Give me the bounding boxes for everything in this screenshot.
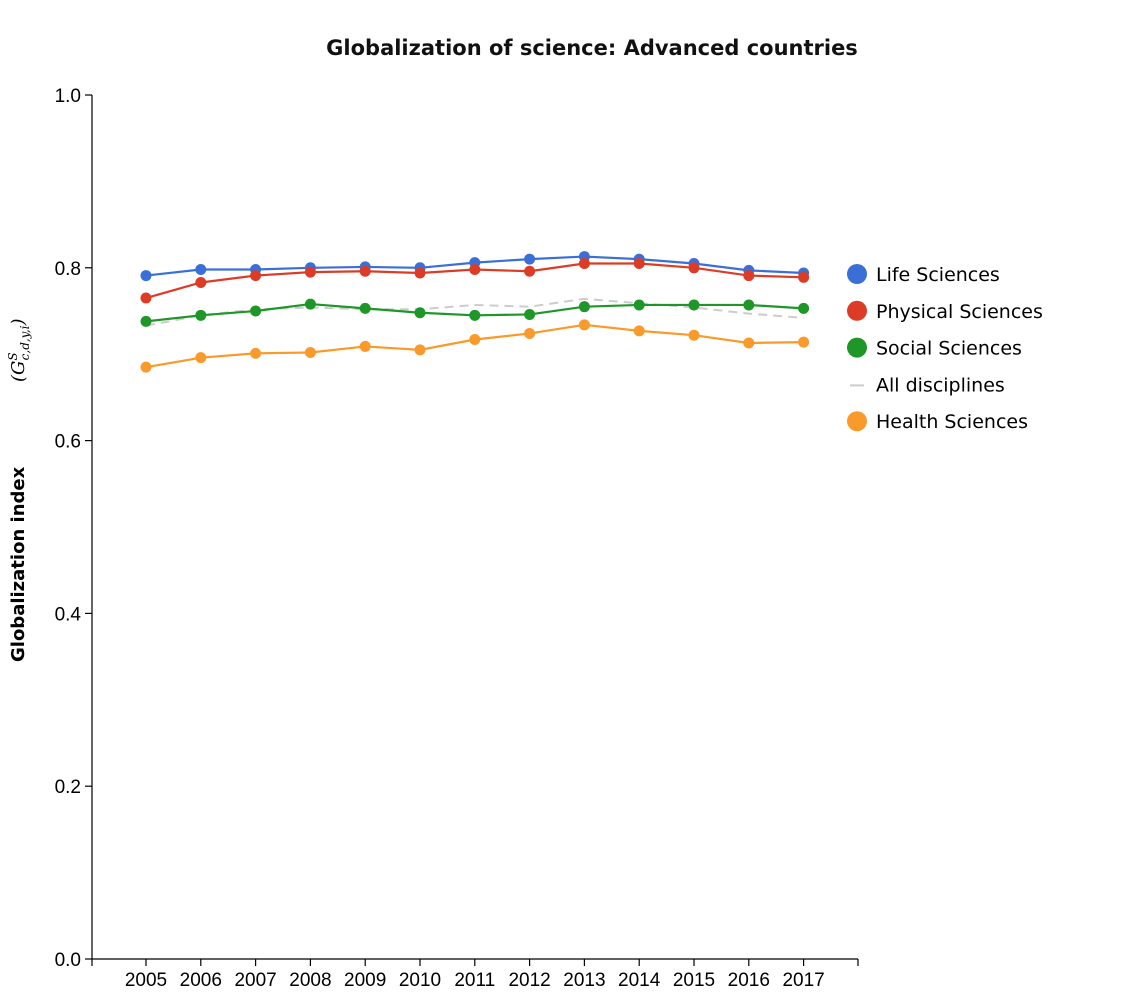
- legend-swatch: [847, 337, 867, 358]
- data-point-health-sciences: [633, 325, 645, 337]
- data-point-health-sciences: [469, 334, 481, 346]
- x-tick-label: 2014: [618, 970, 661, 991]
- data-point-social-sciences: [195, 309, 207, 321]
- y-tick-label: 0.0: [55, 950, 81, 971]
- data-point-social-sciences: [798, 302, 810, 314]
- x-tick-label: 2015: [673, 970, 715, 991]
- legend-swatch: [847, 264, 867, 284]
- x-tick-label: 2010: [399, 970, 441, 991]
- legend: Life Sciences Physical Sciences Social Sci…: [847, 264, 1043, 433]
- data-point-life-sciences: [195, 264, 207, 276]
- legend-label: All disciplines: [876, 374, 1005, 396]
- legend-label: Physical Sciences: [876, 301, 1043, 323]
- x-tick-label: 2008: [289, 970, 331, 991]
- x-tick-label: 2012: [508, 970, 550, 991]
- x-ticks: 2005 2006 2007 2008 2009 2010 2011 2012 2013 2014…: [125, 959, 825, 991]
- data-point-health-sciences: [304, 346, 316, 358]
- y-ticks: 0.0 0.2 0.4 0.6 0.8 1.0: [55, 86, 92, 971]
- y-axis-label-text: Globalization index: [8, 466, 29, 662]
- y-tick-label: 0.4: [55, 604, 82, 625]
- data-point-life-sciences: [524, 253, 536, 265]
- x-tick-label: 2013: [563, 970, 605, 991]
- data-point-social-sciences: [469, 309, 481, 321]
- data-point-health-sciences: [578, 319, 590, 331]
- data-point-social-sciences: [633, 299, 645, 311]
- x-tick-label: 2016: [728, 970, 770, 991]
- legend-label: Health Sciences: [876, 411, 1028, 433]
- legend-item-all-disciplines: All disciplines: [850, 374, 1005, 396]
- data-point-physical-sciences: [250, 270, 262, 282]
- x-tick-label: 2007: [234, 970, 276, 991]
- legend-swatch: [847, 300, 867, 321]
- y-tick-label: 0.2: [55, 777, 81, 798]
- data-point-health-sciences: [140, 361, 152, 373]
- data-point-social-sciences: [688, 299, 700, 311]
- data-point-physical-sciences: [414, 267, 426, 279]
- legend-item-health-sciences: Health Sciences: [847, 411, 1028, 433]
- legend-label: Life Sciences: [876, 264, 1000, 286]
- data-point-health-sciences: [250, 347, 262, 359]
- series-layer: [140, 251, 810, 373]
- data-point-health-sciences: [688, 329, 700, 341]
- data-point-physical-sciences: [798, 271, 810, 283]
- data-point-social-sciences: [524, 308, 536, 320]
- data-point-health-sciences: [743, 337, 755, 349]
- y-tick-label: 1.0: [55, 86, 81, 107]
- data-point-health-sciences: [524, 327, 536, 339]
- data-point-physical-sciences: [359, 265, 371, 277]
- y-axis-label: Globalization index (GSc,d,y,i): [6, 318, 32, 662]
- data-point-physical-sciences: [469, 264, 481, 276]
- series-social-sciences: [140, 298, 810, 327]
- data-point-social-sciences: [359, 302, 371, 314]
- data-point-health-sciences: [798, 336, 810, 348]
- legend-item-physical-sciences: Physical Sciences: [847, 300, 1043, 323]
- data-point-social-sciences: [140, 315, 152, 327]
- legend-item-life-sciences: Life Sciences: [847, 264, 1000, 286]
- data-point-health-sciences: [359, 340, 371, 352]
- legend-item-social-sciences: Social Sciences: [847, 337, 1022, 360]
- x-tick-label: 2006: [180, 970, 222, 991]
- data-point-physical-sciences: [524, 265, 536, 277]
- data-point-physical-sciences: [195, 276, 207, 288]
- data-point-physical-sciences: [688, 262, 700, 274]
- data-point-physical-sciences: [578, 257, 590, 269]
- y-axis-label-symbol: (GSc,d,y,i): [6, 318, 32, 382]
- y-tick-label: 0.6: [55, 432, 81, 453]
- data-point-social-sciences: [304, 298, 316, 310]
- axes: [91, 95, 859, 966]
- data-point-physical-sciences: [140, 292, 152, 304]
- data-point-health-sciences: [414, 344, 426, 356]
- x-tick-label: 2005: [125, 970, 167, 991]
- data-point-social-sciences: [250, 305, 262, 317]
- y-tick-label: 0.8: [55, 259, 81, 280]
- data-point-physical-sciences: [304, 266, 316, 278]
- data-point-social-sciences: [578, 301, 590, 313]
- legend-label: Social Sciences: [876, 338, 1022, 360]
- chart-title: Globalization of science: Advanced count…: [326, 36, 858, 60]
- series-line-health-sciences: [145, 323, 804, 369]
- data-point-social-sciences: [414, 307, 426, 319]
- series-physical-sciences: [140, 257, 810, 304]
- x-tick-label: 2017: [782, 970, 824, 991]
- legend-swatch: [847, 411, 867, 432]
- series-health-sciences: [140, 319, 810, 373]
- data-point-physical-sciences: [743, 270, 755, 282]
- x-tick-label: 2009: [344, 970, 386, 991]
- data-point-physical-sciences: [633, 257, 645, 269]
- data-point-social-sciences: [743, 299, 755, 311]
- data-point-health-sciences: [195, 352, 207, 364]
- x-tick-label: 2011: [454, 970, 495, 991]
- data-point-life-sciences: [140, 270, 152, 282]
